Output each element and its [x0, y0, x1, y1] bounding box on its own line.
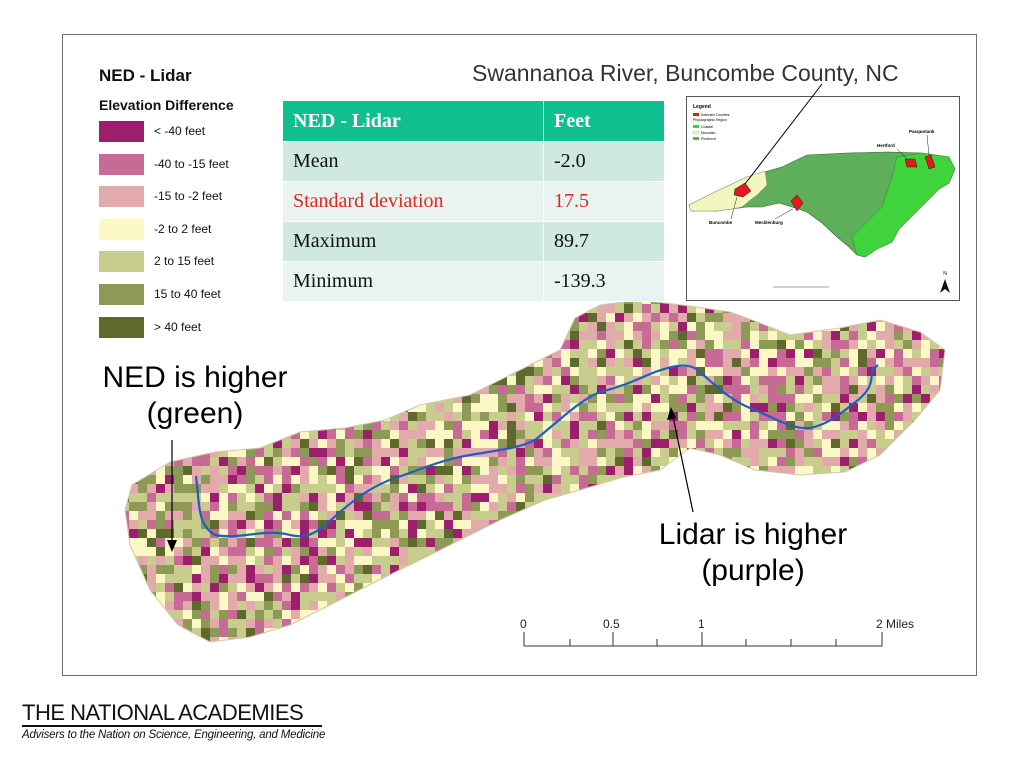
inset-locator-map: Legend Selected Counties Physiographic R… [686, 96, 960, 301]
inset-legend-label: Mountain [701, 131, 715, 135]
lidar-higher-line1: Lidar is higher [658, 518, 848, 551]
inset-map-svg: Legend Selected Counties Physiographic R… [688, 104, 956, 293]
legend-swatch [99, 153, 144, 175]
inset-legend-swatch-coastal [693, 125, 699, 128]
legend-swatch [99, 284, 144, 305]
legend-label: -2 to 2 feet [154, 221, 212, 236]
table-header-row: NED - Lidar Feet [282, 100, 665, 142]
ned-higher-callout: NED is higher (green) [84, 360, 306, 432]
pasquotank-county [924, 154, 936, 170]
lidar-higher-callout: Lidar is higher (purple) [640, 517, 866, 589]
lidar-arrowhead [667, 407, 676, 420]
scale-label-half: 0.5 [603, 617, 620, 631]
legend-swatch [99, 251, 144, 273]
table-cell-value: -2.0 [543, 141, 665, 182]
table-row: Standard deviation 17.5 [282, 181, 665, 222]
table-cell-value: -139.3 [543, 261, 665, 302]
table-row: Maximum 89.7 [282, 221, 665, 262]
inset-label-mecklenburg: Mecklenburg [755, 220, 783, 225]
legend-label: -15 to -2 feet [154, 189, 223, 204]
inset-leader-line [896, 148, 908, 160]
stats-table: NED - Lidar Feet Mean -2.0 Standard devi… [282, 100, 665, 302]
table-cell-label: Minimum [282, 261, 544, 302]
scale-label-2: 2 Miles [876, 617, 915, 631]
org-logo-title: THE NATIONAL ACADEMIES [22, 700, 304, 725]
inset-label-pasquotank: Pasquotank [909, 129, 935, 134]
legend-label: > 40 feet [154, 319, 202, 334]
scale-label-1: 1 [698, 617, 705, 631]
inset-label-hertford: Hertford [877, 143, 895, 148]
table-cell-label: Mean [282, 141, 544, 182]
legend-label: < -40 feet [154, 124, 206, 138]
table-cell-label: Standard deviation [282, 181, 544, 222]
legend-subtitle: Elevation Difference [99, 97, 234, 113]
ned-higher-line1: NED is higher [102, 361, 288, 394]
table-row: Minimum -139.3 [282, 261, 665, 302]
table-cell-value: 89.7 [543, 221, 665, 262]
table-header-feet: Feet [543, 100, 665, 142]
inset-leader-line [926, 134, 930, 156]
inset-legend-label: Coastal [701, 125, 713, 129]
map-title: Swannanoa River, Buncombe County, NC [472, 60, 899, 86]
hertford-county [904, 158, 918, 168]
terrain-raster [125, 300, 945, 642]
inset-legend-swatch-mountain [692, 130, 700, 135]
legend-title: NED - Lidar [99, 66, 192, 85]
inset-north-label: N [943, 271, 947, 277]
legend-swatch [99, 218, 144, 240]
lidar-higher-line2: (purple) [701, 554, 805, 587]
legend-label: 2 to 15 feet [154, 254, 215, 269]
org-logo-rule [22, 725, 322, 727]
watershed-outline [124, 299, 946, 643]
mecklenburg-county [790, 194, 804, 212]
table-cell-value: 17.5 [543, 181, 665, 222]
inset-legend-label: Physiographic Region [693, 118, 727, 122]
ned-arrowhead [167, 540, 177, 552]
inset-leader-line [774, 208, 794, 220]
legend-swatch [99, 316, 144, 338]
inset-leader-line [730, 196, 738, 220]
ned-higher-line2: (green) [146, 397, 244, 430]
legend-swatch [99, 121, 144, 142]
buncombe-county [733, 182, 752, 198]
scale-bar [523, 632, 883, 647]
legend-label: 15 to 40 feet [154, 287, 221, 301]
river-line [194, 364, 879, 538]
nc-coastal-region [851, 152, 956, 258]
table-cell-label: Maximum [282, 221, 544, 262]
inset-legend-swatch-piedmont [693, 137, 699, 140]
inset-legend-label: Selected Counties [701, 113, 730, 117]
lidar-callout-arrow [671, 411, 694, 513]
inset-legend-swatch-selected [693, 113, 699, 116]
legend-swatch [99, 186, 144, 208]
north-arrow-icon [940, 279, 950, 293]
inset-label-buncombe: Buncombe [709, 220, 733, 225]
scale-label-0: 0 [520, 617, 527, 631]
table-row: Mean -2.0 [282, 141, 665, 182]
inset-legend-label: Piedmont [701, 137, 716, 141]
legend-label: -40 to -15 feet [154, 156, 229, 171]
inset-legend-title: Legend [693, 104, 711, 110]
org-logo-tagline: Advisers to the Nation on Science, Engin… [22, 729, 326, 741]
table-header-stat: NED - Lidar [282, 100, 544, 142]
